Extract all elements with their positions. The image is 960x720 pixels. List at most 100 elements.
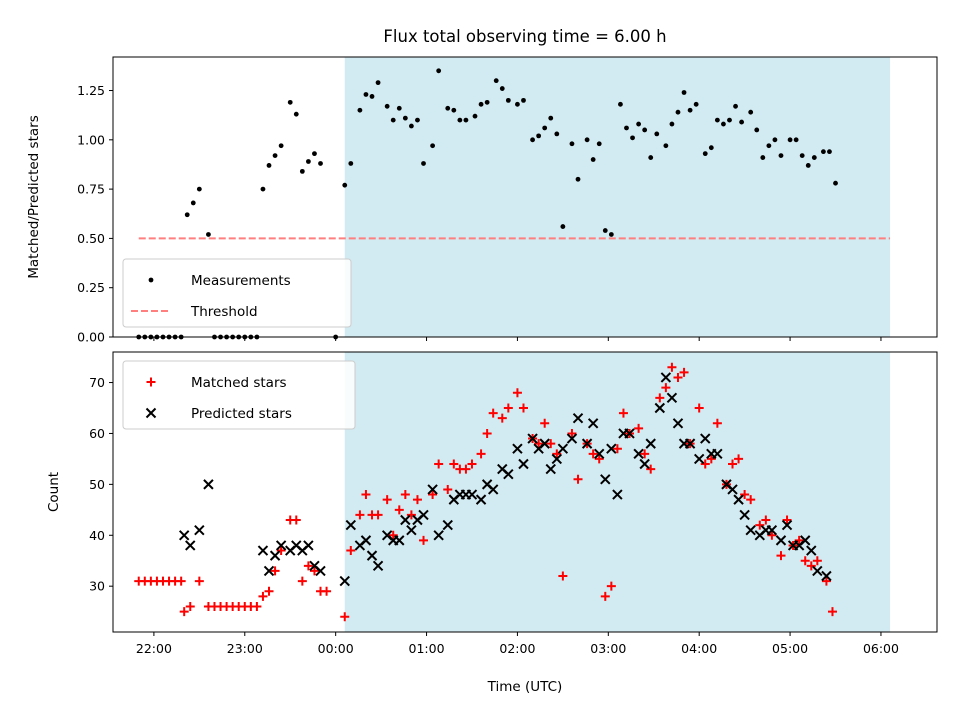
bottom-matched-stars-point <box>252 602 262 612</box>
bottom-matched-stars-point <box>264 586 274 596</box>
bottom-matched-stars-point <box>503 403 513 413</box>
bottom-predicted-stars-point <box>339 575 350 587</box>
top-measurements-point <box>778 153 784 158</box>
top-measurements-point <box>542 125 548 131</box>
bottom-predicted-stars-point <box>406 524 417 536</box>
top-measurements-point <box>521 97 526 103</box>
bottom-predicted-stars-point <box>518 458 529 470</box>
top-measurements-point <box>681 90 687 95</box>
top-measurements-point <box>648 155 654 160</box>
bottom-matched-stars-point <box>443 484 453 494</box>
bottom-matched-stars-point <box>812 556 822 566</box>
top-measurements-point <box>708 145 714 151</box>
bottom-matched-stars-point <box>482 428 492 438</box>
top-measurements-point <box>451 107 457 113</box>
xtick-label: 05:00 <box>772 641 808 656</box>
bottom-predicted-stars-point <box>821 570 832 582</box>
top-measurements-point <box>299 168 305 174</box>
bottom-matched-stars-point <box>573 474 583 484</box>
xtick-label: 04:00 <box>681 641 717 656</box>
bottom-predicted-stars-point <box>781 519 793 531</box>
top-measurements-point <box>415 117 420 123</box>
bottom-predicted-stars-point <box>194 524 205 536</box>
top-measurements-point <box>190 200 196 206</box>
top-measurements-point <box>278 143 284 149</box>
top-measurements-point <box>596 141 602 147</box>
bottom-matched-stars-point <box>800 556 810 566</box>
top-measurements-point <box>402 115 408 121</box>
xtick-label: 23:00 <box>227 641 263 656</box>
top-measurements-point <box>266 163 272 168</box>
bottom-matched-stars-point <box>755 520 765 530</box>
xtick-label: 01:00 <box>409 641 445 656</box>
bottom-matched-stars-point <box>794 535 804 545</box>
top-measurements-point <box>663 143 669 149</box>
bottom-shaded-interval <box>344 352 891 632</box>
xtick-label: 03:00 <box>590 641 626 656</box>
top-measurements-point <box>584 137 590 143</box>
bottom-predicted-stars-point <box>800 535 811 546</box>
top-measurements-point <box>430 143 436 149</box>
bottom-matched-stars-point <box>340 612 350 622</box>
bottom-legend-predicted-stars-label: Predicted stars <box>191 406 292 422</box>
top-measurements-point <box>727 117 732 123</box>
bottom-matched-stars-point <box>488 408 498 418</box>
bottom-matched-stars-point <box>461 464 471 474</box>
top-measurements-point <box>499 86 505 91</box>
bottom-legend-matched-stars-marker <box>146 377 156 387</box>
bottom-predicted-stars-point <box>263 565 275 577</box>
bottom-predicted-stars-point <box>587 418 599 429</box>
top-legend-measurements-label: Measurements <box>191 273 291 289</box>
bottom-predicted-stars-point <box>275 540 287 551</box>
top-measurements-point <box>675 109 681 115</box>
bottom-matched-stars-point <box>546 439 556 449</box>
bottom-matched-stars-point <box>303 561 313 571</box>
top-measurements-point <box>421 161 426 166</box>
top-measurements-point <box>357 107 363 113</box>
top-measurements-point <box>408 123 414 129</box>
bottom-matched-stars-point <box>761 515 771 525</box>
bottom-predicted-stars-point <box>503 468 514 480</box>
top-measurements-point <box>396 105 402 111</box>
bottom-matched-stars-point <box>194 576 204 586</box>
top-measurements-point <box>827 149 832 155</box>
bottom-predicted-stars-point <box>672 418 684 429</box>
bottom-matched-stars-point <box>176 576 186 586</box>
bottom-predicted-stars-point <box>466 489 478 500</box>
top-measurements-point <box>793 137 799 143</box>
bottom-matched-stars-point <box>382 495 392 505</box>
top-measurements-point <box>463 117 469 123</box>
top-ytick-label: 1.25 <box>77 83 105 98</box>
bottom-predicted-stars-point <box>203 479 214 490</box>
bottom-matched-stars-point <box>540 418 550 428</box>
top-measurements-point <box>687 107 693 113</box>
bottom-matched-stars-point <box>646 464 656 474</box>
bottom-matched-stars-point <box>600 591 610 601</box>
bottom-predicted-stars-point <box>442 519 453 531</box>
bottom-matched-stars-point <box>734 454 744 464</box>
top-measurements-point <box>484 99 490 105</box>
top-measurements-point <box>548 115 554 121</box>
bottom-matched-stars-point <box>706 454 716 464</box>
bottom-xlabel: Time (UTC) <box>487 679 563 695</box>
bottom-predicted-stars-point <box>739 509 750 521</box>
bottom-predicted-stars-point <box>269 550 281 561</box>
bottom-predicted-stars-point <box>806 545 817 556</box>
top-measurements-point <box>560 224 566 229</box>
top-measurements-point <box>342 182 348 188</box>
bottom-matched-stars-point <box>373 510 383 520</box>
top-measurements-point <box>369 94 375 99</box>
top-measurements-point <box>820 149 826 155</box>
bottom-predicted-stars-point <box>427 484 438 495</box>
bottom-predicted-stars-point <box>400 514 411 526</box>
xtick-label: 22:00 <box>136 641 172 656</box>
bottom-matched-stars-point <box>394 505 404 515</box>
bottom-predicted-stars-point <box>539 438 550 449</box>
bottom-plot-frame <box>112 351 938 633</box>
bottom-matched-stars-point <box>679 367 689 377</box>
bottom-predicted-stars-point <box>693 453 705 465</box>
bottom-ylabel: Count <box>46 472 62 512</box>
top-measurements-point <box>436 68 442 74</box>
top-ylabel: Matched/Predicted stars <box>26 115 42 278</box>
top-measurements-point <box>669 121 675 127</box>
